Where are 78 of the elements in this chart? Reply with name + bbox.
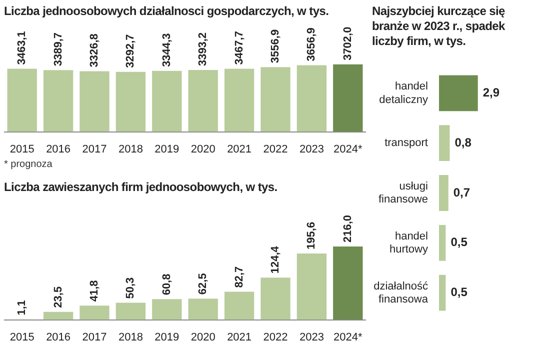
data-label: 62,5 (197, 273, 210, 295)
x-tick-label: 2016 (46, 143, 71, 156)
data-label: 216,0 (342, 215, 354, 243)
x-tick-label: 2017 (82, 143, 107, 156)
x-tick-label: 2017 (82, 331, 107, 344)
bar (152, 70, 182, 132)
y-tick-label: handel hurtowy (389, 230, 428, 256)
bar (80, 71, 110, 132)
text: * prognoza (4, 159, 54, 170)
x-tick-label: 2021 (227, 331, 252, 344)
y-tick-label: usługi finansowe (378, 180, 428, 206)
x-tick-label: 2020 (190, 143, 216, 156)
data-label: 3702,0 (342, 26, 354, 60)
chart-title: Liczba zawieszanych firm jednoosobowych, w tys. (4, 180, 278, 196)
data-label: 0,7 (453, 185, 470, 200)
data-label: 0,5 (450, 235, 468, 250)
bar (43, 312, 74, 320)
bar (152, 299, 182, 320)
x-tick-label: 2019 (154, 143, 180, 156)
data-label: 41,8 (88, 280, 101, 302)
data-label: 0,8 (454, 135, 472, 150)
bar (260, 278, 290, 320)
data-label: 3463,1 (16, 31, 28, 65)
y-tick-label: transport (384, 137, 428, 150)
data-label: 3656,9 (306, 28, 318, 62)
x-tick-label: 2022 (263, 143, 288, 156)
chart-title: Liczba jednoosobowych działalnosci gospodarczych, w tys. (4, 4, 330, 20)
x-tick-label: 2018 (118, 331, 143, 344)
bar (439, 125, 450, 162)
bar (188, 70, 218, 132)
bar (439, 274, 446, 311)
data-label: 50,3 (124, 277, 137, 299)
x-tick-label: 2021 (227, 143, 252, 156)
bar (439, 224, 446, 261)
x-tick-label: 2022 (263, 331, 288, 344)
x-tick-label: 2024* (334, 331, 363, 344)
data-label: 3393,2 (197, 32, 210, 66)
data-label: 2,9 (482, 85, 500, 100)
bar (224, 292, 254, 320)
bar (116, 72, 146, 132)
bar (43, 70, 74, 132)
bar (296, 65, 327, 132)
x-tick-label: 2019 (154, 331, 180, 344)
data-label: 82,7 (233, 266, 246, 288)
bar (333, 64, 363, 132)
chart-title: Najszybciej kurczące się branże w 2023 r., spadek liczby firm, w tys. (372, 4, 506, 50)
bar (188, 298, 218, 320)
bar (260, 67, 290, 132)
x-tick-label: 2016 (46, 331, 71, 344)
data-label: 0,5 (450, 285, 468, 300)
data-label: 23,5 (52, 286, 64, 308)
x-tick-label: 2024* (334, 143, 363, 156)
data-label: 60,8 (160, 274, 173, 296)
bar (224, 68, 254, 132)
data-label: 3467,7 (233, 31, 246, 65)
bar (439, 175, 448, 211)
bar (80, 306, 110, 320)
bar (439, 75, 478, 112)
data-label: 3344,3 (160, 33, 173, 67)
y-tick-label: handel detaliczny (379, 80, 428, 106)
bar (296, 253, 327, 320)
x-tick-label: 2015 (10, 331, 34, 344)
x-tick-label: 2018 (118, 143, 143, 156)
data-label: 124,4 (270, 245, 282, 274)
bar (7, 68, 37, 132)
data-label: 3326,8 (88, 34, 101, 68)
data-label: 3292,7 (124, 34, 137, 68)
data-label: 195,6 (306, 222, 318, 250)
x-tick-label: 2015 (10, 143, 34, 156)
data-label: 3556,9 (270, 29, 282, 64)
y-tick-label: działalność finansowa (374, 280, 429, 306)
bar (333, 246, 363, 320)
data-label: 1,1 (16, 300, 28, 316)
x-tick-label: 2023 (299, 143, 324, 156)
data-label: 3389,7 (52, 32, 64, 66)
x-tick-label: 2023 (299, 331, 324, 344)
x-tick-label: 2020 (190, 331, 216, 344)
bar (116, 302, 146, 320)
